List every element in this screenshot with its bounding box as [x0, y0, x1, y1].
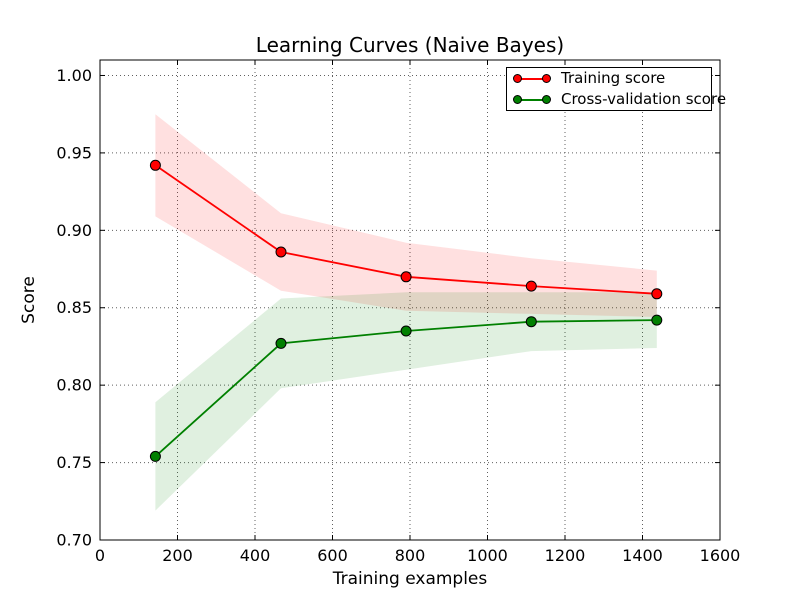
x-tick-label: 800	[395, 546, 426, 565]
x-tick-label: 400	[240, 546, 271, 565]
y-tick-label: 0.90	[56, 221, 92, 240]
data-point	[149, 159, 161, 171]
confidence-band-0	[155, 114, 657, 317]
x-tick-label: 0	[95, 546, 105, 565]
data-point	[275, 337, 287, 349]
legend-line-sample	[515, 98, 549, 101]
legend-item-cross-validation-score: Cross-validation score	[513, 90, 726, 109]
y-axis-label: Score	[19, 276, 39, 324]
legend-label-cross-validation-score: Cross-validation score	[561, 90, 727, 108]
y-tick-label: 1.00	[56, 66, 92, 85]
legend: Training score Cross-validation score	[506, 67, 726, 111]
data-point	[525, 280, 537, 292]
x-tick-label: 1600	[700, 546, 741, 565]
legend-marker-icon	[542, 74, 551, 83]
data-point	[149, 450, 161, 462]
x-tick-label: 600	[317, 546, 348, 565]
chart-title: Learning Curves (Naive Bayes)	[256, 33, 564, 57]
x-tick-label: 1200	[545, 546, 586, 565]
x-tick-label: 200	[162, 546, 193, 565]
y-tick-label: 0.80	[56, 376, 92, 395]
legend-marker-icon	[513, 95, 522, 104]
data-point	[400, 271, 412, 283]
data-point	[525, 316, 537, 328]
legend-item-training-score: Training score	[513, 69, 705, 88]
legend-line-sample	[515, 77, 549, 80]
x-axis-label: Training examples	[332, 569, 488, 589]
y-tick-label: 0.70	[56, 531, 92, 550]
data-point	[651, 314, 663, 326]
legend-marker-icon	[513, 74, 522, 83]
y-tick-label: 0.85	[56, 298, 92, 317]
y-tick-label: 0.75	[56, 453, 92, 472]
data-point	[651, 288, 663, 300]
data-point	[275, 246, 287, 258]
cv-score-legend-sample	[513, 94, 551, 105]
training-score-legend-sample	[513, 73, 551, 84]
x-tick-label: 1400	[622, 546, 663, 565]
x-tick-label: 1000	[467, 546, 508, 565]
legend-label-training-score: Training score	[561, 69, 666, 87]
data-point	[400, 325, 412, 337]
legend-marker-icon	[542, 95, 551, 104]
y-tick-label: 0.95	[56, 143, 92, 162]
